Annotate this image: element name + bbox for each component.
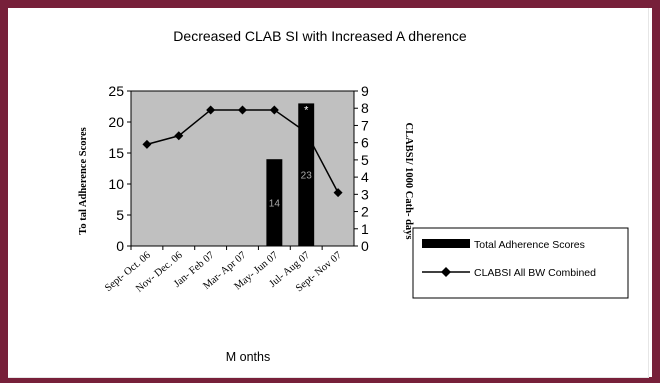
y2-tick-label: 1 (361, 221, 369, 237)
y2-tick-label: 5 (361, 152, 369, 168)
chart-title: Decreased CLAB SI with Increased A dhere… (173, 28, 467, 44)
legend-label-line: CLABSI All BW Combined (474, 267, 596, 279)
x-axis-label: M onths (226, 350, 270, 364)
line-point (238, 105, 247, 115)
line-point (269, 105, 279, 115)
chart-card: Decreased CLAB SI with Increased A dhere… (8, 8, 649, 378)
y2-tick-label: 7 (361, 117, 369, 133)
annotation-asterisk: * (304, 104, 309, 116)
y-tick-label: 5 (116, 207, 124, 223)
y2-tick-label: 0 (361, 238, 369, 254)
legend: Total Adherence Scores CLABSI All BW Com… (412, 227, 629, 299)
line-point (206, 105, 216, 115)
plot-background (130, 90, 355, 247)
line-point (174, 131, 184, 141)
y-axis-label-right: CLABSI/ 1000 Cath- days (403, 123, 414, 240)
line-point (333, 188, 343, 198)
bar (266, 159, 283, 246)
y2-tick-label: 9 (361, 83, 369, 99)
y-axis-label-left: To tal Adherence Scores (78, 127, 89, 234)
bar-value-label: 23 (301, 171, 313, 182)
y-tick-label: 20 (108, 114, 124, 130)
y2-tick-label: 3 (361, 186, 369, 202)
legend-bar-swatch (422, 239, 470, 248)
bar-value-label: 14 (269, 199, 281, 210)
y-tick-label: 10 (108, 176, 124, 192)
y2-tick-label: 6 (361, 135, 369, 151)
line-point (142, 139, 152, 149)
y-tick-label: 0 (116, 238, 124, 254)
legend-label-bars: Total Adherence Scores (474, 239, 585, 251)
y-tick-label: 25 (108, 83, 124, 99)
legend-diamond-marker (441, 267, 451, 277)
y-tick-label: 15 (108, 145, 124, 161)
combo-chart: Decreased CLAB SI with Increased A dhere… (78, 28, 629, 364)
y2-tick-label: 2 (361, 204, 369, 220)
y2-tick-label: 8 (361, 100, 369, 116)
y2-tick-label: 4 (361, 169, 369, 185)
